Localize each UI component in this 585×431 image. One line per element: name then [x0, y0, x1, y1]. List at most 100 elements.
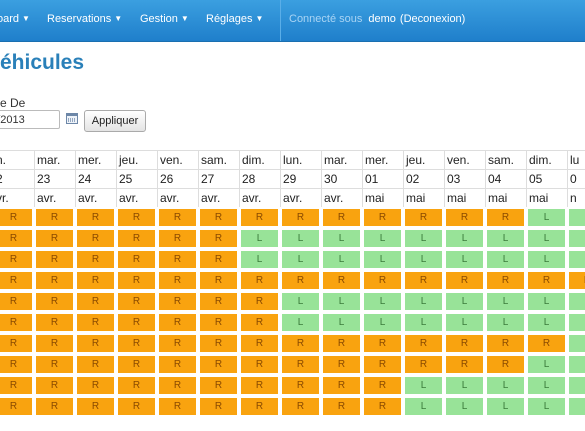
reserved-slot[interactable]: R — [446, 335, 483, 352]
reserved-slot[interactable]: R — [36, 293, 73, 310]
free-slot[interactable]: L — [569, 230, 585, 247]
reserved-slot[interactable]: R — [77, 293, 114, 310]
reserved-slot[interactable]: R — [282, 356, 319, 373]
reserved-slot[interactable]: R — [364, 356, 401, 373]
reserved-slot[interactable]: R — [159, 377, 196, 394]
free-slot[interactable]: L — [323, 293, 360, 310]
free-slot[interactable]: L — [241, 230, 278, 247]
free-slot[interactable]: L — [405, 377, 442, 394]
reserved-slot[interactable]: R — [323, 377, 360, 394]
apply-button[interactable]: Appliquer — [84, 110, 146, 132]
reserved-slot[interactable]: R — [241, 293, 278, 310]
reserved-slot[interactable]: R — [364, 398, 401, 415]
reserved-slot[interactable]: R — [0, 272, 32, 289]
free-slot[interactable]: L — [323, 314, 360, 331]
reserved-slot[interactable]: R — [364, 272, 401, 289]
free-slot[interactable]: L — [528, 293, 565, 310]
reserved-slot[interactable]: R — [36, 272, 73, 289]
free-slot[interactable]: L — [528, 356, 565, 373]
reserved-slot[interactable]: R — [77, 251, 114, 268]
reserved-slot[interactable]: R — [118, 314, 155, 331]
reserved-slot[interactable]: R — [159, 398, 196, 415]
reserved-slot[interactable]: R — [159, 356, 196, 373]
reserved-slot[interactable]: R — [36, 209, 73, 226]
free-slot[interactable]: L — [405, 398, 442, 415]
free-slot[interactable]: L — [446, 293, 483, 310]
reserved-slot[interactable]: R — [159, 272, 196, 289]
reserved-slot[interactable]: R — [241, 272, 278, 289]
free-slot[interactable]: L — [569, 251, 585, 268]
reserved-slot[interactable]: R — [77, 398, 114, 415]
free-slot[interactable]: L — [569, 377, 585, 394]
reserved-slot[interactable]: R — [118, 272, 155, 289]
reserved-slot[interactable]: R — [323, 272, 360, 289]
reserved-slot[interactable]: R — [487, 335, 524, 352]
free-slot[interactable]: L — [528, 377, 565, 394]
free-slot[interactable]: L — [487, 398, 524, 415]
reserved-slot[interactable]: R — [364, 209, 401, 226]
nav-gestion-menu[interactable]: Gestion ▼ — [140, 13, 189, 29]
free-slot[interactable]: L — [364, 230, 401, 247]
reserved-slot[interactable]: R — [36, 251, 73, 268]
free-slot[interactable]: L — [569, 356, 585, 373]
reserved-slot[interactable]: R — [446, 356, 483, 373]
reserved-slot[interactable]: R — [241, 398, 278, 415]
reserved-slot[interactable]: R — [528, 335, 565, 352]
reserved-slot[interactable]: R — [159, 293, 196, 310]
free-slot[interactable]: L — [569, 293, 585, 310]
reserved-slot[interactable]: R — [77, 356, 114, 373]
free-slot[interactable]: L — [405, 230, 442, 247]
reserved-slot[interactable]: R — [364, 335, 401, 352]
reserved-slot[interactable]: R — [159, 335, 196, 352]
free-slot[interactable]: L — [282, 251, 319, 268]
reserved-slot[interactable]: R — [0, 356, 32, 373]
reserved-slot[interactable]: R — [0, 251, 32, 268]
reserved-slot[interactable]: R — [118, 335, 155, 352]
free-slot[interactable]: L — [446, 251, 483, 268]
free-slot[interactable]: L — [364, 251, 401, 268]
reserved-slot[interactable]: R — [159, 209, 196, 226]
reserved-slot[interactable]: R — [0, 398, 32, 415]
reserved-slot[interactable]: R — [282, 377, 319, 394]
reserved-slot[interactable]: R — [405, 335, 442, 352]
reserved-slot[interactable]: R — [159, 230, 196, 247]
reserved-slot[interactable]: R — [241, 335, 278, 352]
reserved-slot[interactable]: R — [200, 209, 237, 226]
reserved-slot[interactable]: R — [36, 230, 73, 247]
reserved-slot[interactable]: R — [118, 230, 155, 247]
reserved-slot[interactable]: R — [118, 398, 155, 415]
reserved-slot[interactable]: R — [241, 377, 278, 394]
free-slot[interactable]: L — [487, 293, 524, 310]
reserved-slot[interactable]: R — [282, 209, 319, 226]
reserved-slot[interactable]: R — [487, 209, 524, 226]
reserved-slot[interactable]: R — [159, 251, 196, 268]
reserved-slot[interactable]: R — [118, 377, 155, 394]
reserved-slot[interactable]: R — [405, 356, 442, 373]
reserved-slot[interactable]: R — [36, 398, 73, 415]
free-slot[interactable]: L — [528, 398, 565, 415]
free-slot[interactable]: L — [446, 398, 483, 415]
free-slot[interactable]: L — [569, 314, 585, 331]
reserved-slot[interactable]: R — [200, 398, 237, 415]
reserved-slot[interactable]: R — [118, 356, 155, 373]
reserved-slot[interactable]: R — [0, 293, 32, 310]
reserved-slot[interactable]: R — [569, 272, 585, 289]
calendar-icon[interactable] — [66, 113, 78, 124]
reserved-slot[interactable]: R — [0, 377, 32, 394]
reserved-slot[interactable]: R — [323, 356, 360, 373]
reserved-slot[interactable]: R — [200, 251, 237, 268]
reserved-slot[interactable]: R — [0, 314, 32, 331]
reserved-slot[interactable]: R — [405, 209, 442, 226]
reserved-slot[interactable]: R — [446, 209, 483, 226]
nav-reglages-menu[interactable]: Réglages ▼ — [206, 13, 263, 29]
reserved-slot[interactable]: R — [77, 230, 114, 247]
reserved-slot[interactable]: R — [282, 335, 319, 352]
free-slot[interactable]: L — [487, 377, 524, 394]
date-input[interactable] — [0, 110, 60, 129]
free-slot[interactable]: L — [487, 230, 524, 247]
free-slot[interactable]: L — [323, 251, 360, 268]
reserved-slot[interactable]: R — [241, 356, 278, 373]
reserved-slot[interactable]: R — [200, 314, 237, 331]
free-slot[interactable]: L — [364, 293, 401, 310]
free-slot[interactable]: L — [569, 398, 585, 415]
